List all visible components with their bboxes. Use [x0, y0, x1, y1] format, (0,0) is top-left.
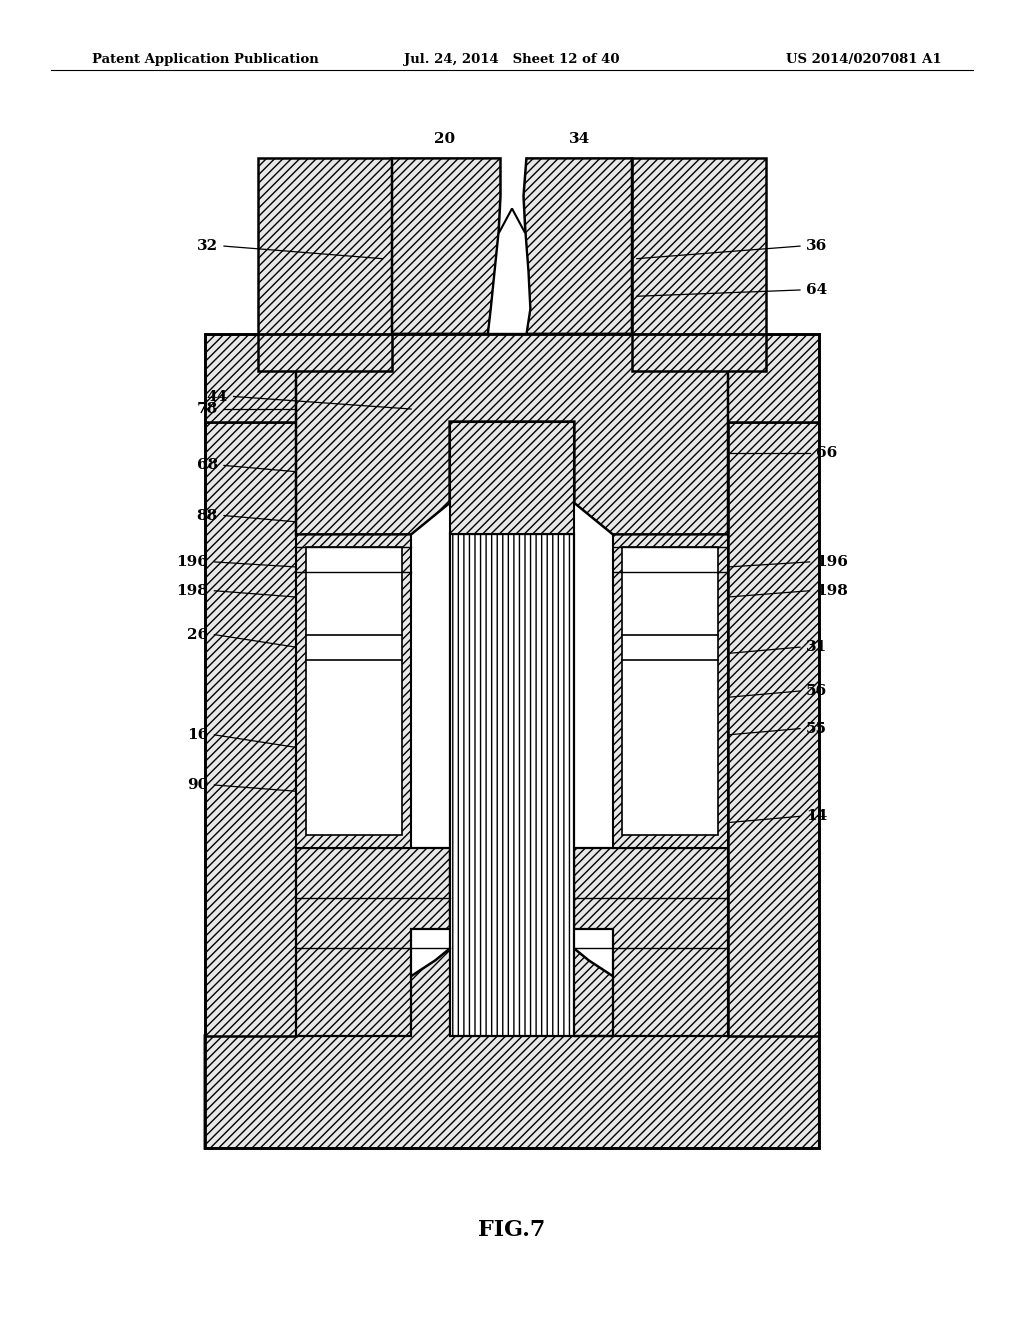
Text: 31: 31 — [806, 640, 827, 655]
Polygon shape — [205, 421, 296, 1036]
Text: 56: 56 — [806, 684, 827, 698]
Text: 68: 68 — [197, 458, 218, 473]
Text: 90: 90 — [187, 777, 208, 792]
Text: 66: 66 — [816, 446, 837, 459]
Text: 198: 198 — [816, 583, 848, 598]
Text: US 2014/0207081 A1: US 2014/0207081 A1 — [786, 53, 942, 66]
Polygon shape — [305, 546, 401, 836]
Text: 196: 196 — [176, 554, 208, 569]
Text: 88: 88 — [197, 508, 218, 523]
Polygon shape — [296, 847, 450, 1036]
Polygon shape — [623, 546, 719, 836]
Text: Jul. 24, 2014   Sheet 12 of 40: Jul. 24, 2014 Sheet 12 of 40 — [404, 53, 620, 66]
Text: 55: 55 — [806, 722, 827, 735]
Polygon shape — [205, 334, 819, 421]
Text: 198: 198 — [176, 583, 208, 598]
Text: 14: 14 — [806, 809, 827, 824]
Text: 20: 20 — [434, 132, 456, 147]
Polygon shape — [612, 535, 728, 847]
Polygon shape — [205, 898, 819, 1148]
Polygon shape — [296, 535, 412, 847]
Text: 32: 32 — [197, 239, 218, 253]
Polygon shape — [728, 421, 819, 1036]
Polygon shape — [296, 334, 728, 535]
Text: 196: 196 — [816, 554, 848, 569]
Polygon shape — [488, 209, 530, 334]
Polygon shape — [392, 158, 501, 334]
Text: 36: 36 — [806, 239, 827, 253]
Text: Patent Application Publication: Patent Application Publication — [92, 53, 318, 66]
Polygon shape — [450, 535, 574, 1036]
Text: 34: 34 — [568, 132, 590, 147]
Polygon shape — [258, 158, 392, 371]
Polygon shape — [450, 421, 574, 535]
Text: 44: 44 — [206, 389, 227, 404]
Polygon shape — [574, 847, 728, 1036]
Text: FIG.7: FIG.7 — [478, 1220, 546, 1241]
Text: 78: 78 — [197, 403, 218, 416]
Polygon shape — [523, 158, 632, 334]
Text: 64: 64 — [806, 282, 827, 297]
Text: 26: 26 — [187, 627, 208, 642]
Polygon shape — [632, 158, 766, 371]
Text: 16: 16 — [187, 727, 208, 742]
